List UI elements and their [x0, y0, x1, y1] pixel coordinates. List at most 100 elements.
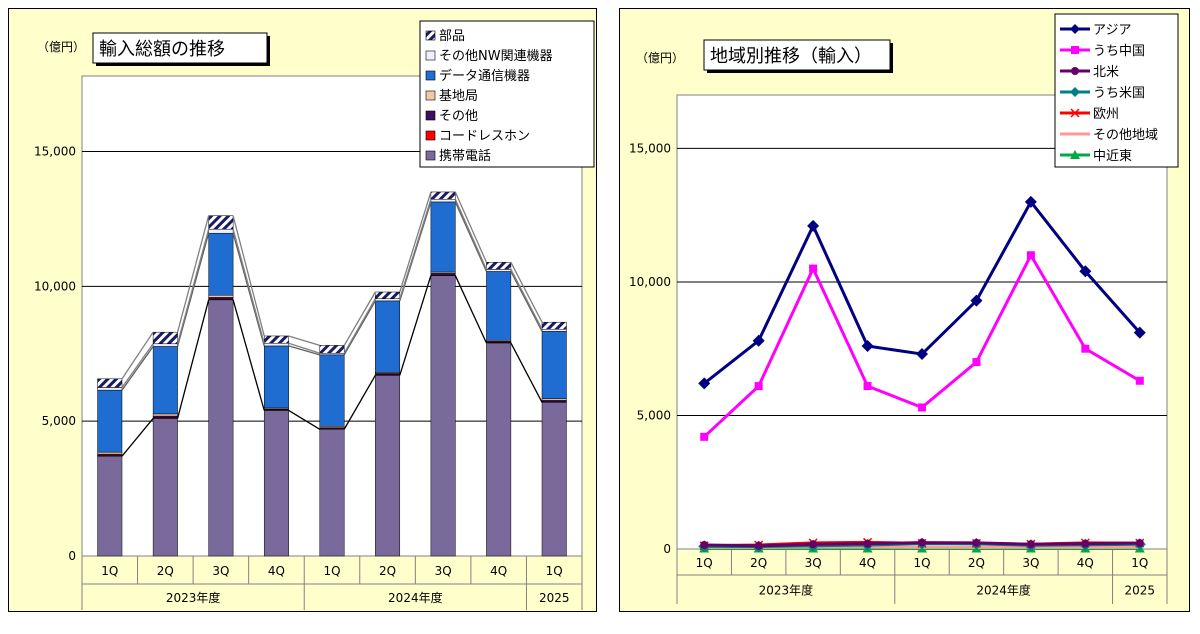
- data-point: [1026, 251, 1035, 260]
- bar-segment: [375, 291, 401, 299]
- category-label: 3Q: [435, 564, 452, 578]
- legend-box: [419, 20, 595, 168]
- bar-segment: [541, 328, 567, 332]
- legend-swatch: [425, 110, 436, 121]
- y-tick-label: 15,000: [629, 141, 671, 155]
- series-connector: [176, 215, 210, 333]
- legend-box: [1054, 13, 1179, 168]
- bar-segment: [486, 262, 512, 270]
- series-connector: [232, 299, 265, 411]
- category-label: 2Q: [157, 564, 174, 578]
- bar-segment: [430, 275, 456, 557]
- data-point: [752, 334, 765, 347]
- series-connector: [121, 343, 154, 388]
- category-label: 1Q: [1131, 556, 1148, 570]
- data-point: [809, 540, 818, 549]
- y-tick-label: 15,000: [34, 145, 76, 159]
- series-connector: [343, 375, 376, 430]
- category-label: 4Q: [859, 556, 876, 570]
- bar-segment: [263, 335, 289, 344]
- category-label: 3Q: [212, 564, 229, 578]
- data-point: [972, 538, 981, 547]
- series-connector: [343, 291, 376, 346]
- y-tick-label: 5,000: [42, 414, 76, 428]
- title-box: [92, 32, 268, 64]
- legend-label: その他地域: [1093, 128, 1158, 143]
- legend-label: 中近東: [1093, 148, 1132, 164]
- series-connector: [510, 271, 543, 332]
- data-point: [809, 264, 818, 273]
- data-point: [1081, 344, 1090, 353]
- year-group-label: 2024年度: [976, 583, 1031, 598]
- legend-swatch: [425, 50, 436, 61]
- category-label: 4Q: [1077, 556, 1094, 570]
- series-connector: [121, 346, 154, 391]
- legend-label: コードレスホン: [439, 129, 530, 144]
- series-connector: [510, 269, 543, 330]
- bar-segment: [375, 375, 401, 557]
- legend-marker: [1070, 150, 1080, 159]
- series-connector: [343, 300, 376, 356]
- bar-segment: [208, 228, 234, 234]
- bar-segment: [486, 271, 512, 341]
- category-label: 4Q: [490, 564, 507, 578]
- bar-segment: [208, 215, 234, 230]
- legend-label: 基地局: [439, 89, 478, 104]
- bar-segment: [430, 198, 456, 203]
- bar-segment: [97, 389, 123, 453]
- series-connector: [454, 198, 488, 270]
- data-point: [1135, 376, 1144, 385]
- legend-marker: [1071, 46, 1079, 54]
- y-tick-label: 10,000: [34, 279, 76, 293]
- series-connector: [399, 275, 432, 376]
- series-connector: [288, 335, 320, 347]
- data-point: [970, 294, 983, 307]
- series-connector: [343, 298, 376, 354]
- data-point: [700, 432, 709, 441]
- bar-segment: [375, 300, 401, 373]
- data-point: [1024, 195, 1037, 208]
- bar-segment: [208, 299, 234, 557]
- bar-segment: [208, 232, 234, 296]
- legend-marker: [1070, 24, 1080, 34]
- data-point: [1135, 539, 1144, 548]
- bar-segment: [152, 331, 178, 345]
- bar-segment: [430, 201, 456, 273]
- series-connector: [399, 191, 432, 293]
- data-point: [918, 403, 926, 412]
- bar-segment: [486, 269, 512, 272]
- category-label: 2Q: [379, 564, 396, 578]
- legend-label: うち米国: [1093, 86, 1145, 101]
- series-connector: [399, 199, 432, 299]
- series-connector: [232, 215, 265, 337]
- year-group-label: 2023年度: [759, 583, 814, 598]
- data-point: [1081, 539, 1090, 548]
- plot-area: [676, 94, 1168, 550]
- series-connector: [288, 409, 321, 430]
- y-tick-label: 0: [663, 542, 671, 556]
- year-group-label: 2023年度: [166, 590, 221, 605]
- bar-segment: [97, 387, 123, 391]
- category-label: 1Q: [323, 564, 340, 578]
- legend-swatch: [425, 30, 436, 41]
- legend-marker: [1070, 87, 1080, 97]
- import-total-chart: 0 5,000 10,000 15,000 1Q 2Q 3Q 4Q 1Q 2Q 3Q 4Q 1Q 2023…: [34, 20, 595, 610]
- legend-label: その他NW関連機器: [439, 49, 553, 64]
- year-group-label: 2025: [539, 591, 570, 605]
- series-connector: [176, 299, 210, 419]
- data-point: [1133, 326, 1146, 339]
- unit-label: （億円）: [636, 51, 684, 65]
- series-connector: [288, 342, 320, 354]
- year-group-label: 2025: [1125, 584, 1156, 598]
- legend-swatch: [425, 70, 436, 81]
- y-tick-label: 10,000: [629, 275, 671, 289]
- bar-segment: [430, 191, 456, 200]
- legend-swatch: [425, 130, 436, 141]
- legend-label: 欧州: [1093, 107, 1119, 122]
- bar-segment: [319, 345, 345, 354]
- bar-segment: [97, 378, 123, 388]
- series-connector: [454, 191, 488, 263]
- category-label: 3Q: [805, 556, 822, 570]
- data-point: [916, 348, 928, 361]
- category-label: 1Q: [546, 564, 563, 578]
